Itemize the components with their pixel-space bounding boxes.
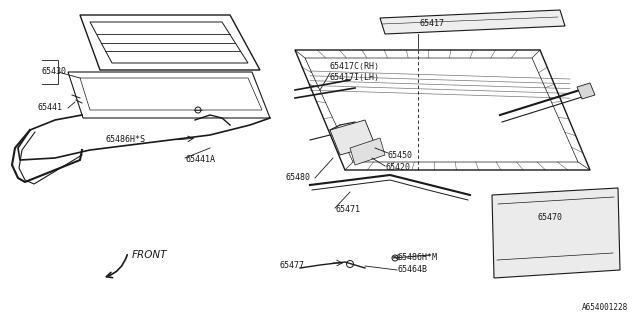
Polygon shape: [577, 83, 595, 99]
Polygon shape: [492, 188, 620, 278]
Text: 65430: 65430: [42, 68, 67, 76]
Text: 65417I⟨LH⟩: 65417I⟨LH⟩: [330, 73, 380, 82]
Text: 65477: 65477: [280, 260, 305, 269]
Text: 65486H*M: 65486H*M: [398, 253, 438, 262]
Text: A654001228: A654001228: [582, 303, 628, 312]
Text: 65441: 65441: [38, 103, 63, 113]
Polygon shape: [330, 120, 375, 155]
Text: FRONT: FRONT: [132, 250, 168, 260]
Text: 65417C⟨RH⟩: 65417C⟨RH⟩: [330, 61, 380, 70]
Text: 65441A: 65441A: [185, 156, 215, 164]
Text: 65480: 65480: [285, 173, 310, 182]
Polygon shape: [350, 138, 385, 165]
Text: 65486H*S: 65486H*S: [105, 135, 145, 145]
Text: 65471: 65471: [335, 205, 360, 214]
Text: 65470: 65470: [538, 213, 563, 222]
Text: 65417: 65417: [420, 20, 445, 28]
Text: 65450: 65450: [388, 150, 413, 159]
Polygon shape: [380, 10, 565, 34]
Text: 65464B: 65464B: [398, 266, 428, 275]
Text: 65420: 65420: [385, 164, 410, 172]
